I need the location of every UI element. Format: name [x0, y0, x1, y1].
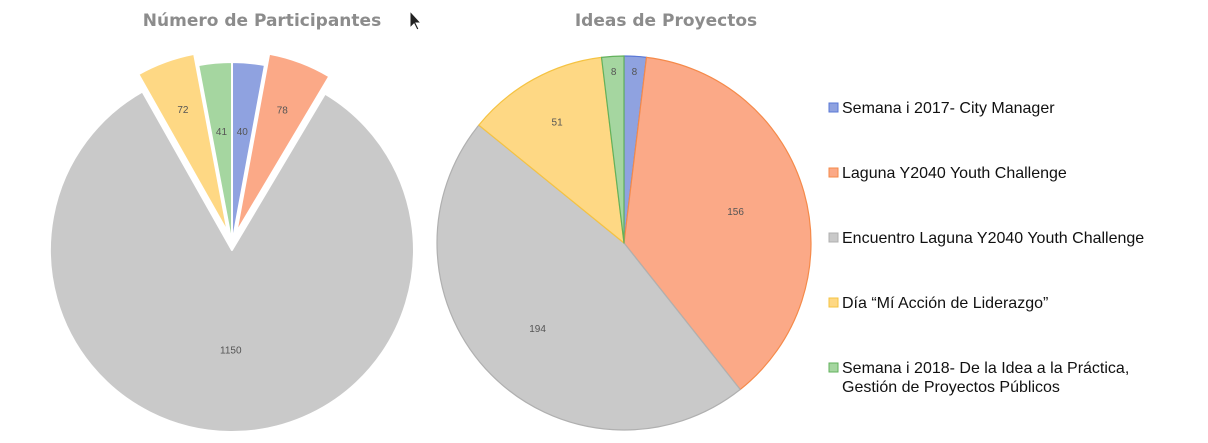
- participants-slices: [48, 52, 415, 433]
- participants-pie-chart: Número de Participantes 40 78 1150 72 41: [48, 11, 415, 433]
- legend-label: Semana i 2017- City Manager: [842, 100, 1055, 117]
- legend-label: Día “Mí Acción de Liderazgo”: [842, 295, 1048, 312]
- legend-swatch-encuentro-laguna-y2040-youth-challenge: [828, 232, 839, 243]
- legend-label: Laguna Y2040 Youth Challenge: [842, 165, 1067, 182]
- legend-label: Encuentro Laguna Y2040 Youth Challenge: [842, 230, 1144, 247]
- slice-value-label: 8: [611, 67, 617, 78]
- legend-swatch-semana-i-2017-city-manager: [828, 102, 839, 113]
- pie-slice-dia-mi-accion-de-liderazgo: [478, 56, 625, 244]
- legend-label: Semana i 2018- De la Idea a la Práctica,: [842, 360, 1129, 377]
- slice-value-label: 8: [632, 67, 638, 78]
- chart-title-participants: Número de Participantes: [143, 11, 381, 31]
- projects-pie-chart: Ideas de Proyectos 8 156 194 51 8: [436, 11, 812, 431]
- pie-slice-laguna-y2040-youth-challenge: [623, 56, 812, 391]
- projects-slices: [436, 55, 812, 431]
- mouse-cursor-icon: [409, 9, 423, 31]
- chart-title-projects: Ideas de Proyectos: [575, 11, 757, 31]
- legend: Semana i 2017- City Manager Laguna Y2040 …: [828, 100, 1144, 396]
- participants-slice-labels: 40 78 1150 72 41: [177, 105, 288, 356]
- slice-value-label: 51: [552, 117, 564, 128]
- slice-value-label: 194: [529, 324, 546, 335]
- slice-value-label: 78: [277, 106, 289, 117]
- slice-value-label: 41: [216, 127, 228, 138]
- legend-swatch-semana-i-2018-de-la-idea-a-la-practica: [828, 362, 839, 373]
- pie-slice-encuentro-laguna-y2040-youth-challenge: [436, 124, 741, 431]
- slice-value-label: 1150: [220, 346, 242, 357]
- slice-value-label: 72: [177, 105, 189, 116]
- pie-slice-encuentro-laguna-y2040-youth-challenge: [48, 90, 415, 433]
- legend-swatch-laguna-y2040-youth-challenge: [828, 167, 839, 178]
- pie-slice-laguna-y2040-youth-challenge: [235, 52, 331, 234]
- legend-label: Gestión de Proyectos Públicos: [842, 379, 1060, 396]
- slice-value-label: 156: [727, 207, 744, 218]
- pie-slice-semana-i-2018-de-la-idea-a-la-practica-gestion-de-proyectos-publicos: [197, 61, 233, 245]
- pie-slice-dia-mi-accion-de-liderazgo: [137, 52, 229, 234]
- projects-slice-labels: 8 156 194 51 8: [529, 67, 744, 335]
- legend-swatch-dia-mi-accion-de-liderazgo: [828, 297, 839, 308]
- pie-slice-semana-i-2018-de-la-idea-a-la-practica-gestion-de-proyectos-publicos: [600, 55, 625, 244]
- slice-value-label: 40: [237, 127, 249, 138]
